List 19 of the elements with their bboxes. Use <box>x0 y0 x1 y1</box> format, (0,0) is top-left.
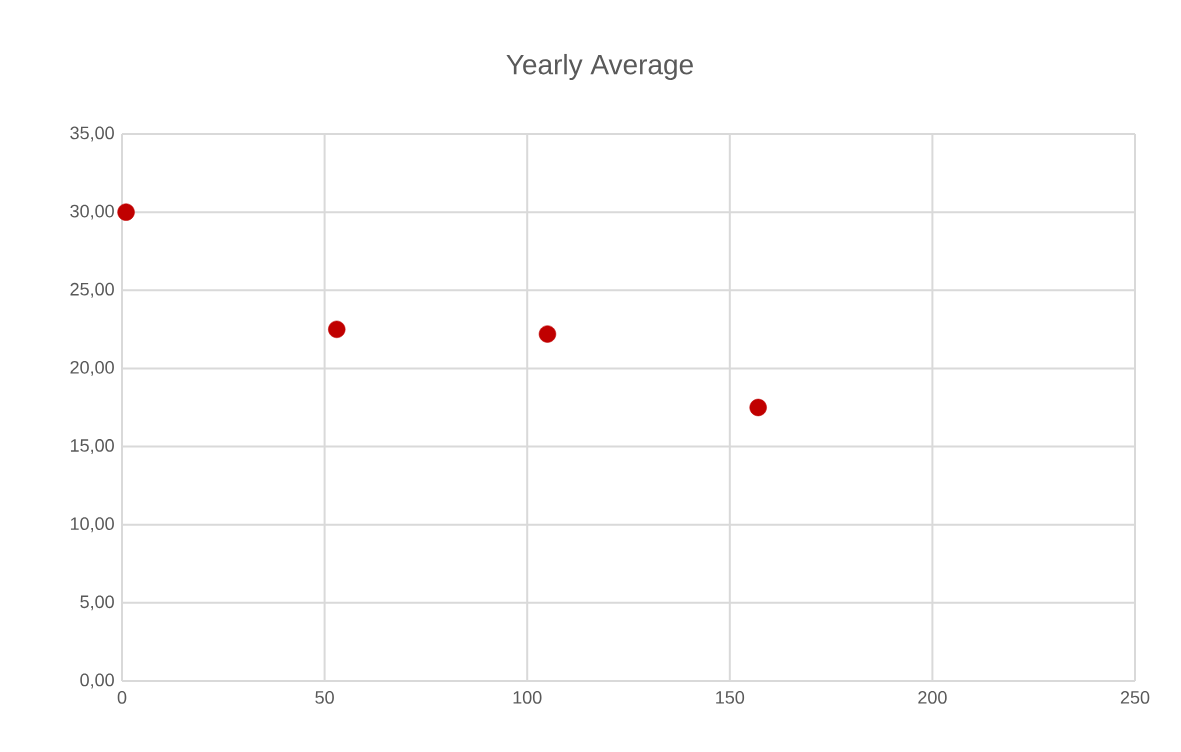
point <box>538 325 557 343</box>
x-tick-label: 100 <box>513 691 542 704</box>
x-tick-label: 200 <box>918 691 947 704</box>
y-tick-label: 5,00 <box>80 595 114 611</box>
chart-title: Yearly Average <box>506 53 693 81</box>
x-tick-label: 50 <box>315 691 334 704</box>
x-tick-label: 0 <box>117 691 127 704</box>
y-tick-label: 0,00 <box>80 673 114 689</box>
x-tick-label: 250 <box>1120 691 1150 704</box>
x-tick-label: 150 <box>716 691 745 704</box>
y-tick-label: 35,00 <box>70 126 114 142</box>
y-tick-label: 15,00 <box>70 439 114 454</box>
y-tick-label: 25,00 <box>70 282 114 298</box>
point <box>328 320 346 339</box>
y-tick-label: 20,00 <box>70 360 114 376</box>
point <box>749 398 767 417</box>
y-tick-label: 30,00 <box>70 204 114 220</box>
point <box>117 203 135 221</box>
y-tick-label: 10,00 <box>70 517 114 533</box>
